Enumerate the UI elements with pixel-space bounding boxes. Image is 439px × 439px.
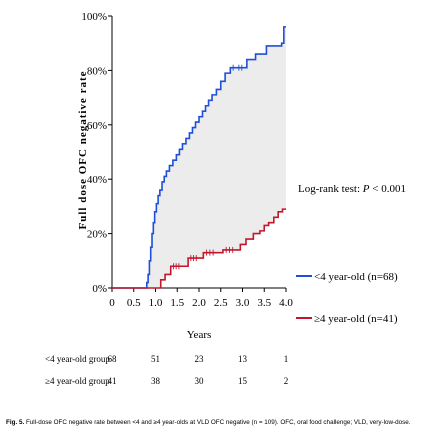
risk-value: 15 (238, 376, 248, 386)
series-over4-censor-marks (172, 246, 234, 270)
y-tick-label: 40% (87, 174, 107, 186)
risk-value: 2 (284, 376, 289, 386)
caption-text: Full-dose OFC negative rate between <4 a… (24, 419, 411, 426)
series-under4-line (112, 26, 286, 289)
x-tick-label: 1.0 (149, 297, 163, 309)
x-tick-label: 0.5 (127, 297, 141, 309)
risk-value: 41 (108, 376, 117, 386)
y-tick-label: 60% (87, 120, 107, 132)
series-over4-line (112, 208, 286, 289)
x-tick-label: 0 (109, 297, 115, 309)
y-ticks: 0% 20% 40% 60% 80% 100% (81, 11, 112, 295)
risk-value: 1 (284, 354, 289, 364)
legend-label-under4: <4 year-old (n=68) (314, 271, 398, 283)
caption-label: Fig. 5. (6, 419, 25, 426)
risk-value: 23 (195, 354, 205, 364)
plot-area: 0% 20% 40% 60% 80% 100% 0 0.5 1.0 1.5 2.0 2.5 3.0 3.… (81, 11, 293, 309)
logrank-p-symbol: P (362, 183, 370, 195)
risk-value: 38 (151, 376, 161, 386)
risk-value: 68 (108, 354, 118, 364)
series-under4-censor-marks (232, 64, 243, 71)
risk-value: 13 (238, 354, 248, 364)
x-tick-label: 4.0 (279, 297, 293, 309)
risk-value: 30 (195, 376, 205, 386)
x-tick-label: 1.5 (170, 297, 184, 309)
risk-value: 51 (151, 354, 160, 364)
y-tick-label: 100% (81, 11, 107, 23)
y-axis-title: Full dose OFC negative rate (77, 71, 89, 230)
logrank-prefix: Log-rank test: (298, 183, 363, 195)
shaded-area-between-curves (112, 26, 286, 288)
risk-row-label: <4 year-old group (45, 354, 110, 364)
legend-label-over4: ≥4 year-old (n=41) (314, 313, 398, 325)
logrank-suffix: < 0.001 (370, 183, 406, 195)
x-tick-label: 2.0 (192, 297, 206, 309)
x-tick-label: 3.0 (236, 297, 250, 309)
legend: <4 year-old (n=68) ≥4 year-old (n=41) (296, 271, 398, 325)
y-tick-label: 20% (87, 229, 107, 241)
logrank-annotation: Log-rank test: P < 0.001 (298, 183, 406, 195)
risk-row-label: ≥4 year-old group (45, 376, 110, 386)
figure-caption: Fig. 5. Full-dose OFC negative rate betw… (6, 418, 436, 427)
number-at-risk-table: <4 year-old group ≥4 year-old group 68 51… (45, 354, 288, 386)
x-tick-label: 2.5 (214, 297, 228, 309)
y-tick-label: 0% (92, 283, 107, 295)
x-ticks: 0 0.5 1.0 1.5 2.0 2.5 3.0 3.5 4.0 (109, 288, 293, 309)
x-axis-title: Years (187, 329, 212, 341)
risk-values: 68 51 23 13 1 41 38 30 15 2 (108, 354, 289, 386)
y-tick-label: 80% (87, 65, 107, 77)
x-tick-label: 3.5 (257, 297, 271, 309)
